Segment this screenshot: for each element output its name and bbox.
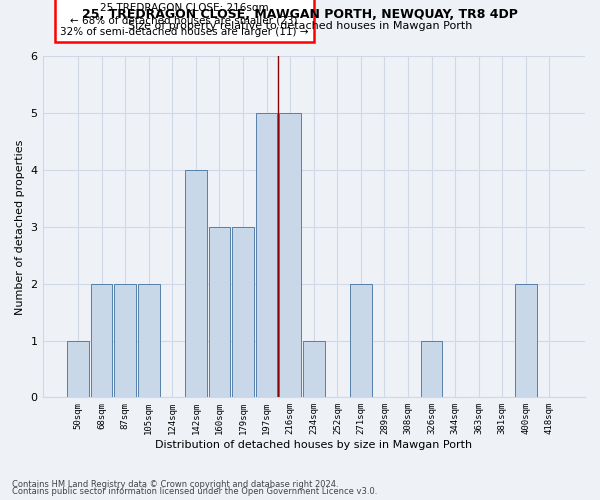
Y-axis label: Number of detached properties: Number of detached properties bbox=[15, 139, 25, 314]
Bar bbox=[515, 284, 537, 398]
Bar bbox=[232, 227, 254, 398]
Bar bbox=[303, 340, 325, 398]
Text: Size of property relative to detached houses in Mawgan Porth: Size of property relative to detached ho… bbox=[128, 21, 472, 31]
Bar bbox=[350, 284, 372, 398]
X-axis label: Distribution of detached houses by size in Mawgan Porth: Distribution of detached houses by size … bbox=[155, 440, 472, 450]
Bar bbox=[280, 114, 301, 398]
Text: Contains HM Land Registry data © Crown copyright and database right 2024.: Contains HM Land Registry data © Crown c… bbox=[12, 480, 338, 489]
Bar bbox=[256, 114, 277, 398]
Text: 25 TREDRAGON CLOSE: 216sqm
← 68% of detached houses are smaller (23)
32% of semi: 25 TREDRAGON CLOSE: 216sqm ← 68% of deta… bbox=[60, 4, 308, 36]
Bar bbox=[421, 340, 442, 398]
Bar bbox=[91, 284, 112, 398]
Bar bbox=[67, 340, 89, 398]
Bar bbox=[138, 284, 160, 398]
Text: Contains public sector information licensed under the Open Government Licence v3: Contains public sector information licen… bbox=[12, 487, 377, 496]
Bar bbox=[115, 284, 136, 398]
Bar bbox=[185, 170, 207, 398]
Bar bbox=[209, 227, 230, 398]
Text: 25, TREDRAGON CLOSE, MAWGAN PORTH, NEWQUAY, TR8 4DP: 25, TREDRAGON CLOSE, MAWGAN PORTH, NEWQU… bbox=[82, 8, 518, 20]
